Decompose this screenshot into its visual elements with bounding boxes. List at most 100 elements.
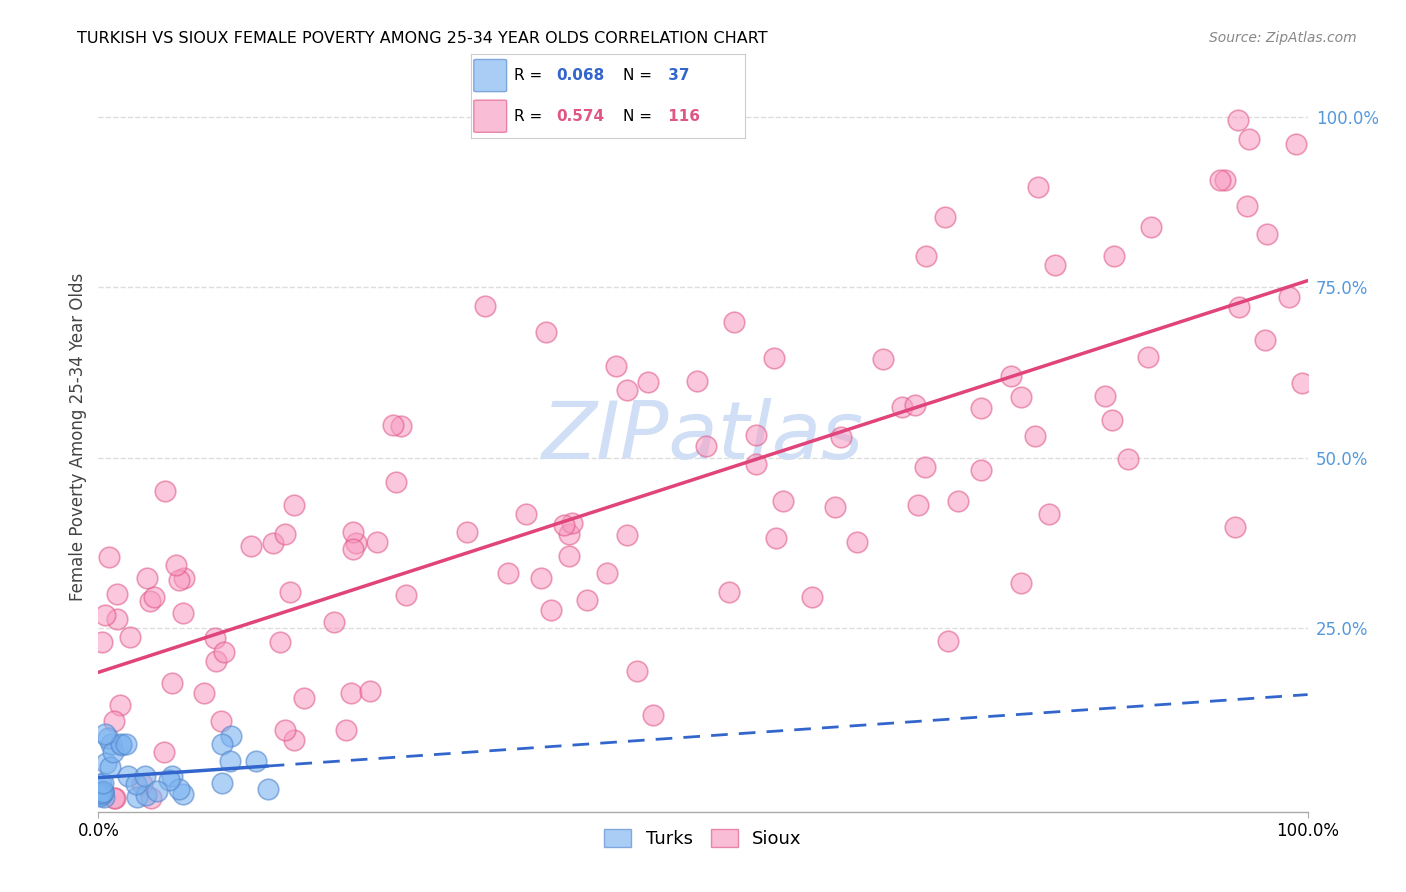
Point [763, 351, 786, 365]
Point [90, 786, 112, 800]
Text: 0.068: 0.068 [555, 68, 605, 83]
Point [342, 524, 364, 539]
Point [498, 566, 520, 581]
Point [970, 463, 993, 477]
Text: N =: N = [623, 68, 652, 83]
Point [98, 760, 121, 774]
Text: Source: ZipAtlas.com: Source: ZipAtlas.com [1209, 31, 1357, 45]
Point [1256, 227, 1278, 242]
Point [695, 439, 717, 453]
Point [160, 769, 183, 783]
Point [172, 787, 194, 801]
Point [395, 588, 418, 602]
Point [557, 549, 579, 564]
Point [342, 542, 364, 557]
Point [87, 787, 110, 801]
Point [596, 566, 619, 581]
Point [553, 517, 575, 532]
Point [110, 738, 132, 752]
Point [136, 570, 159, 584]
Point [1101, 412, 1123, 426]
Point [540, 603, 562, 617]
Point [335, 723, 357, 738]
Point [135, 788, 157, 802]
Point [1285, 137, 1308, 152]
Point [173, 571, 195, 585]
Point [1278, 290, 1301, 304]
Point [91, 776, 114, 790]
Point [936, 633, 959, 648]
Point [274, 526, 297, 541]
Point [103, 791, 125, 805]
Point [93, 789, 115, 804]
Point [90, 635, 112, 649]
Point [89, 789, 111, 804]
Point [561, 516, 583, 531]
Point [1213, 173, 1236, 187]
Point [745, 428, 768, 442]
Point [104, 791, 127, 805]
Point [218, 754, 240, 768]
Point [359, 683, 381, 698]
Point [209, 714, 232, 728]
Point [824, 500, 846, 514]
Point [283, 499, 305, 513]
Point [98, 549, 121, 564]
Point [205, 654, 228, 668]
Point [323, 615, 346, 630]
Point [134, 769, 156, 783]
Point [385, 475, 408, 490]
Point [474, 299, 496, 313]
Point [239, 540, 262, 554]
Point [845, 535, 868, 549]
Point [142, 591, 165, 605]
Point [641, 707, 664, 722]
Point [114, 737, 136, 751]
Point [1094, 389, 1116, 403]
Point [139, 791, 162, 805]
Point [801, 590, 824, 604]
Point [934, 210, 956, 224]
Point [830, 430, 852, 444]
Point [120, 630, 142, 644]
Point [534, 325, 557, 339]
Point [211, 737, 233, 751]
Point [872, 351, 894, 366]
Point [1116, 452, 1139, 467]
Point [127, 789, 149, 804]
Text: N =: N = [623, 109, 652, 124]
Point [1137, 350, 1160, 364]
Point [105, 611, 128, 625]
FancyBboxPatch shape [474, 100, 506, 132]
Point [914, 460, 936, 475]
Point [103, 714, 125, 729]
Point [105, 587, 128, 601]
Point [970, 401, 993, 415]
Point [1236, 199, 1258, 213]
Point [172, 606, 194, 620]
Point [167, 574, 190, 588]
Point [686, 374, 709, 388]
Point [101, 745, 124, 759]
Point [1010, 390, 1032, 404]
Point [605, 359, 627, 374]
Text: TURKISH VS SIOUX FEMALE POVERTY AMONG 25-34 YEAR OLDS CORRELATION CHART: TURKISH VS SIOUX FEMALE POVERTY AMONG 25… [77, 31, 768, 46]
Point [117, 769, 139, 783]
Point [91, 784, 114, 798]
Point [1291, 376, 1313, 390]
Point [90, 787, 112, 801]
Point [283, 733, 305, 747]
Point [90, 777, 112, 791]
Point [717, 585, 740, 599]
Point [637, 376, 659, 390]
Text: 116: 116 [664, 109, 700, 124]
Point [1253, 333, 1275, 347]
Text: ZIPatlas: ZIPatlas [541, 398, 865, 476]
Point [1102, 249, 1125, 263]
Point [1043, 258, 1066, 272]
Point [616, 384, 638, 398]
Point [344, 536, 367, 550]
Point [1024, 428, 1046, 442]
Point [94, 727, 117, 741]
Point [1209, 173, 1232, 187]
